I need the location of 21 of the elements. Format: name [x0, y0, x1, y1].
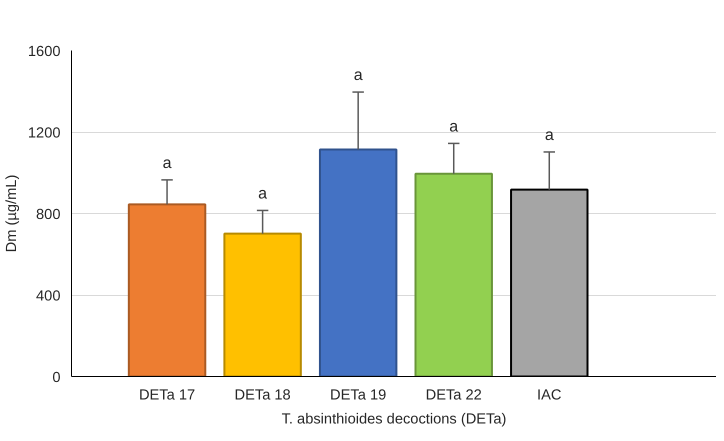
x-axis-title: T. absinthioides decoctions (DETa) — [282, 412, 506, 428]
y-tick-label: 0 — [52, 370, 61, 386]
x-tick-label: DETa 18 — [234, 388, 291, 404]
x-tick-label: DETa 19 — [330, 388, 386, 404]
y-tick-label: 1600 — [28, 44, 61, 60]
annotation: a — [449, 118, 458, 136]
bar — [414, 172, 493, 376]
bar — [318, 148, 398, 376]
bar — [223, 232, 302, 376]
annotation: a — [354, 67, 363, 84]
annotation: a — [544, 126, 554, 144]
y-tick-label: 400 — [36, 288, 61, 304]
x-tick-label: DETa 17 — [138, 388, 196, 404]
bar — [128, 203, 206, 376]
y-axis-title: Dm (µg/mL) — [4, 174, 20, 252]
annotation: a — [258, 185, 268, 202]
x-tick-label: IAC — [537, 388, 562, 404]
x-tick-label: DETa 22 — [426, 388, 482, 404]
y-tick-label: 800 — [36, 207, 61, 223]
y-tick-label: 1200 — [28, 126, 61, 142]
annotation: a — [162, 154, 172, 172]
